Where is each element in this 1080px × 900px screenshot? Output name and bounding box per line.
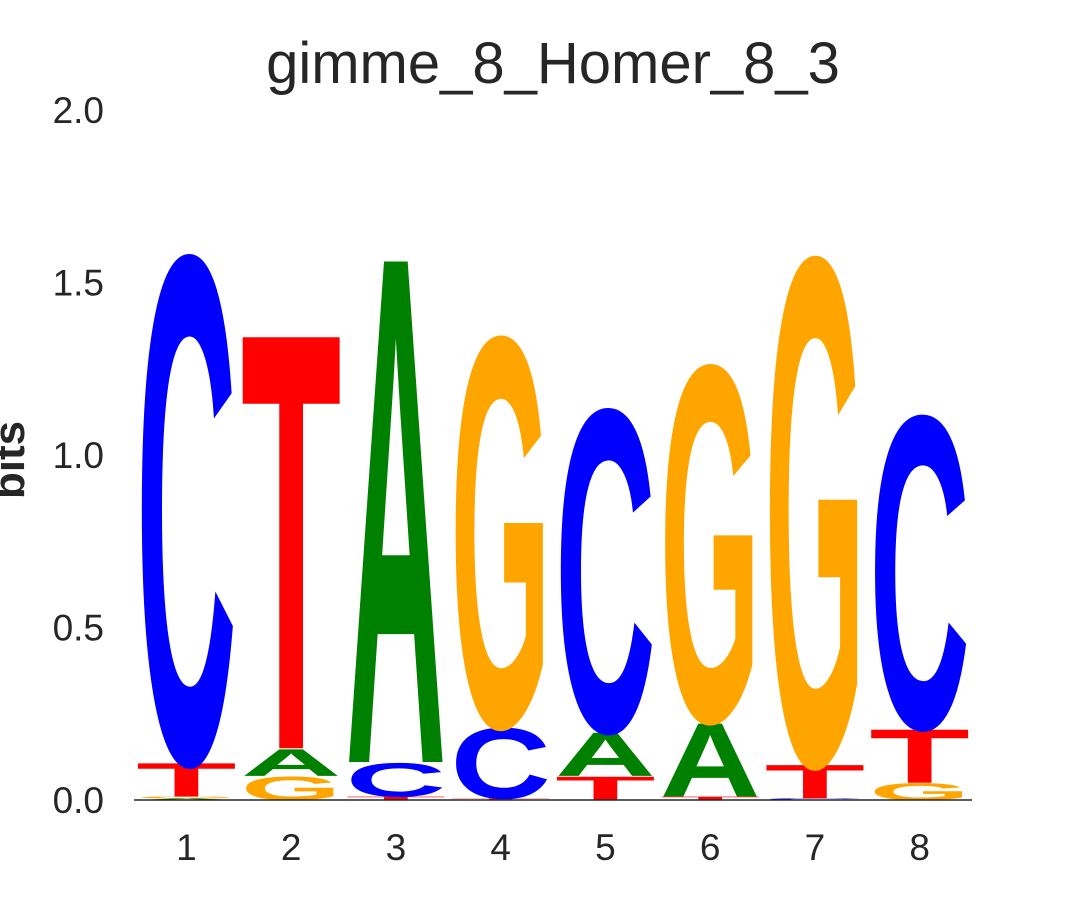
y-tick-label: 0.5	[53, 608, 104, 649]
chart-title: gimme_8_Homer_8_3	[266, 31, 840, 96]
logo-letter-g: G	[765, 105, 866, 900]
logo-letter-t: T	[136, 753, 237, 807]
logo-letter-t: T	[555, 770, 656, 808]
y-tick-label: 1.0	[53, 435, 104, 476]
x-tick-label: 4	[490, 827, 511, 868]
logo-letter-t: T	[660, 796, 761, 801]
y-axis-label: bits	[0, 421, 34, 499]
logo-letter-a: A	[136, 798, 237, 801]
logo-letter-g: G	[136, 796, 237, 799]
logo-letter-t: T	[346, 796, 447, 801]
y-tick-label: 1.5	[53, 263, 104, 304]
x-axis-ticks: 1 2 3 4 5 6 7 8	[176, 827, 930, 868]
logo-letter-t: T	[450, 798, 551, 801]
x-tick-label: 6	[700, 827, 721, 868]
logo-letter-t: T	[241, 207, 342, 875]
y-tick-label: 2.0	[53, 90, 104, 131]
logo-letter-c: C	[346, 754, 447, 808]
logo-letter-g: G	[450, 220, 551, 844]
logo-letter-t: T	[869, 714, 970, 800]
logo-letter-a: A	[555, 719, 656, 789]
logo-letter-a: A	[241, 741, 342, 784]
x-tick-label: 8	[909, 827, 930, 868]
x-tick-label: 1	[176, 827, 197, 868]
logo-letter-c: C	[869, 324, 970, 824]
y-axis-ticks: 0.0 0.5 1.0 1.5 2.0	[53, 90, 104, 821]
logo-letter-c: C	[450, 707, 551, 820]
logo-letter-g: G	[660, 259, 761, 829]
x-tick-label: 2	[281, 827, 302, 868]
logo-letter-c: C	[555, 314, 656, 830]
y-tick-label: 0.0	[53, 780, 104, 821]
logo-letter-c: C	[136, 105, 237, 900]
x-tick-label: 3	[386, 827, 407, 868]
x-tick-label: 7	[805, 827, 826, 868]
logo-letter-c: C	[765, 798, 866, 801]
logo-letter-g: G	[241, 770, 342, 808]
x-tick-label: 5	[595, 827, 616, 868]
logo-letter-a: A	[346, 105, 447, 900]
